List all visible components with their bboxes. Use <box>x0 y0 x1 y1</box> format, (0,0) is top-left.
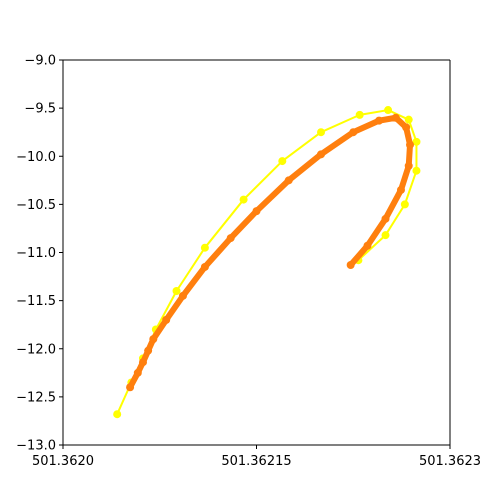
y-tick-label: −10.5 <box>16 198 56 213</box>
data-point <box>200 262 209 271</box>
data-point <box>355 110 364 119</box>
data-point <box>252 207 261 216</box>
data-point <box>363 241 372 250</box>
data-point <box>384 106 393 115</box>
data-point <box>412 166 421 175</box>
series-line <box>127 114 414 391</box>
data-point <box>346 261 355 270</box>
data-point <box>406 140 415 149</box>
data-point <box>133 368 142 377</box>
data-point <box>412 137 421 146</box>
data-point <box>172 287 181 295</box>
series-layer <box>113 106 421 419</box>
data-point <box>278 157 287 166</box>
x-tick-label: 501.3623 <box>419 454 481 469</box>
y-tick-label: −11.0 <box>16 246 56 261</box>
data-point <box>113 410 122 419</box>
y-tick-label: −13.0 <box>16 439 56 454</box>
data-point <box>317 150 325 159</box>
data-point <box>375 116 384 125</box>
data-point <box>149 335 158 344</box>
data-point <box>381 231 390 240</box>
data-point <box>200 243 209 252</box>
data-point <box>239 195 248 204</box>
series-line <box>116 109 418 416</box>
data-point <box>396 185 405 194</box>
data-point <box>144 346 153 355</box>
data-point <box>404 115 413 124</box>
y-tick-label: −10.0 <box>16 150 56 165</box>
y-tick-label: −12.0 <box>16 342 56 357</box>
ticks-layer: 501.3620 501.36215 501.3623 −13.0 −12.5 −12.0… <box>16 54 481 470</box>
y-tick-label: −12.5 <box>16 390 56 405</box>
data-point <box>404 161 413 170</box>
data-point <box>126 383 135 392</box>
series-0 <box>113 106 421 419</box>
data-point <box>178 291 187 300</box>
data-point <box>138 358 147 367</box>
data-point <box>349 128 358 137</box>
data-point <box>391 113 400 122</box>
data-point <box>381 214 390 223</box>
data-point <box>162 315 171 324</box>
x-tick-label: 501.36215 <box>221 454 291 469</box>
data-point <box>402 123 411 132</box>
data-point <box>317 128 325 137</box>
y-tick-label: −9.5 <box>24 102 56 117</box>
series-1 <box>126 113 415 392</box>
data-point <box>226 234 235 243</box>
y-tick-label: −9.0 <box>24 54 56 69</box>
data-point <box>400 200 409 209</box>
data-point <box>284 176 293 185</box>
x-tick-label: 501.3620 <box>32 454 94 469</box>
y-tick-label: −11.5 <box>16 294 56 309</box>
